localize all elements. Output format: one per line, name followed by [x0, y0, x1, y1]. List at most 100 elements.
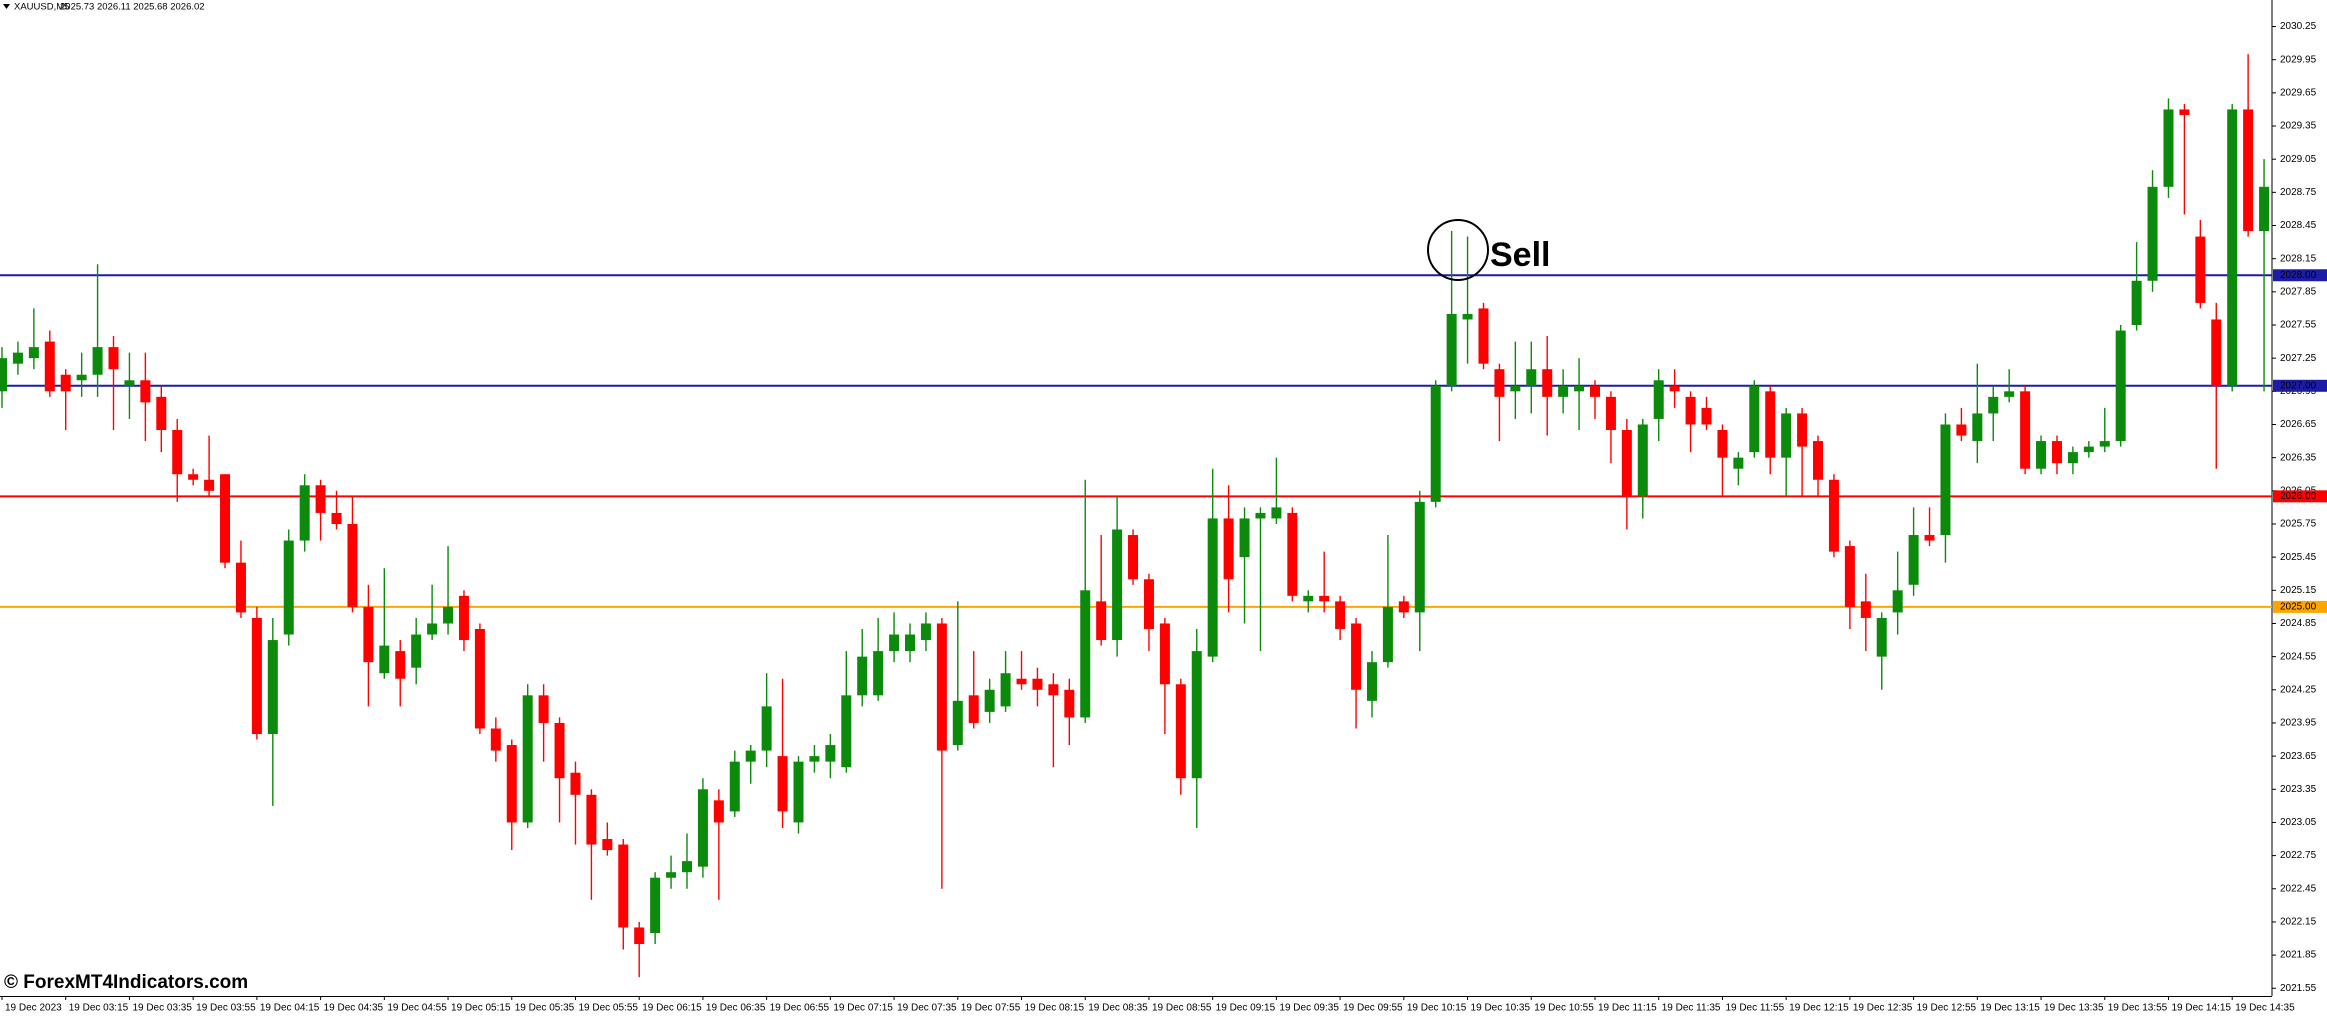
candle-body: [1956, 424, 1967, 436]
x-tick-label: 19 Dec 07:35: [897, 1003, 957, 1014]
symbol-title: XAUUSD,M5: [14, 2, 69, 13]
candle-body: [395, 651, 406, 679]
candle-body: [506, 745, 517, 823]
candle-body: [1016, 678, 1027, 685]
candles: [0, 54, 2270, 978]
candle-body: [554, 722, 565, 779]
candle-body: [92, 347, 103, 375]
candle-body: [315, 485, 326, 513]
x-tick-label: 19 Dec 08:35: [1088, 1003, 1148, 1014]
candle-body: [220, 474, 231, 563]
y-tick-label: 2027.85: [2280, 286, 2317, 297]
x-tick-label: 19 Dec 05:55: [578, 1003, 638, 1014]
x-tick-label: 19 Dec 03:35: [132, 1003, 192, 1014]
candle-body: [1398, 601, 1409, 613]
candle-body: [235, 562, 246, 613]
candle-body: [2147, 186, 2158, 281]
y-tick-label: 2029.95: [2280, 54, 2317, 65]
y-tick-label: 2023.65: [2280, 751, 2317, 762]
candle-body: [777, 756, 788, 812]
y-tick-label: 2025.75: [2280, 519, 2317, 530]
level-label: 2028.00: [2280, 270, 2317, 281]
candle-body: [1669, 385, 1680, 392]
x-tick-label: 19 Dec 10:15: [1407, 1003, 1467, 1014]
candle-body: [697, 789, 708, 867]
candle-body: [2067, 452, 2078, 464]
y-tick-label: 2029.05: [2280, 154, 2317, 165]
x-tick-label: 19 Dec 13:15: [1980, 1003, 2040, 1014]
candle-body: [2243, 109, 2254, 232]
x-tick-label: 19 Dec 07:55: [961, 1003, 1021, 1014]
y-tick-label: 2022.15: [2280, 917, 2317, 928]
candle-body: [1175, 684, 1186, 779]
candle-body: [602, 839, 613, 851]
candle-body: [1685, 396, 1696, 425]
candle-body: [1207, 518, 1218, 657]
y-tick-label: 2023.05: [2280, 817, 2317, 828]
candle-body: [2020, 391, 2031, 469]
candle-body: [1590, 385, 1600, 397]
candle-body: [490, 728, 501, 751]
candle-body: [522, 695, 533, 823]
candle-body: [1717, 430, 1728, 458]
x-tick-label: 19 Dec 11:55: [1725, 1003, 1784, 1014]
candle-body: [2131, 280, 2142, 325]
candle-body: [331, 512, 342, 524]
candle-body: [1430, 385, 1441, 502]
candle-body: [1526, 369, 1537, 386]
candle-body: [2036, 441, 2047, 469]
candle-body: [1876, 617, 1887, 657]
level-label: 2026.00: [2280, 491, 2317, 502]
candle-body: [2195, 236, 2206, 303]
y-tick-label: 2028.15: [2280, 253, 2317, 264]
candle-body: [650, 877, 661, 933]
level-label: 2027.00: [2280, 380, 2317, 391]
x-tick-label: 19 Dec 08:15: [1025, 1003, 1085, 1014]
x-tick-label: 19 Dec 14:35: [2235, 1003, 2295, 1014]
candle-body: [634, 927, 645, 945]
candle-body: [1510, 385, 1521, 392]
level-label: 2025.00: [2280, 602, 2317, 613]
y-tick-label: 2029.35: [2280, 121, 2317, 132]
candle-body: [936, 623, 947, 751]
candle-body: [1287, 512, 1298, 596]
y-tick-label: 2025.15: [2280, 585, 2317, 596]
y-tick-label: 2028.45: [2280, 220, 2317, 231]
candle-body: [1860, 601, 1871, 618]
y-tick-label: 2021.85: [2280, 950, 2317, 961]
x-tick-label: 19 Dec 12:55: [1917, 1003, 1977, 1014]
candle-body: [1892, 590, 1903, 613]
candle-body: [1223, 518, 1234, 580]
candle-body: [1908, 535, 1919, 585]
candle-body: [379, 645, 390, 674]
candle-body: [458, 595, 469, 641]
y-tick-label: 2022.45: [2280, 883, 2317, 894]
candle-body: [952, 700, 963, 746]
candle-body: [1271, 507, 1282, 519]
candle-body: [44, 341, 55, 392]
x-tick-label: 19 Dec 14:15: [2171, 1003, 2231, 1014]
candle-body: [363, 606, 374, 663]
candle-body: [124, 380, 135, 386]
x-tick-label: 19 Dec 04:35: [324, 1003, 384, 1014]
candle-body: [1080, 590, 1091, 718]
candle-body: [1924, 535, 1935, 541]
candle-body: [1542, 369, 1553, 397]
candle-body: [2115, 330, 2126, 442]
candle-body: [1621, 430, 1632, 497]
candle-body: [809, 756, 820, 762]
x-tick-label: 19 Dec 12:15: [1789, 1003, 1849, 1014]
x-tick-label: 19 Dec 07:15: [833, 1003, 893, 1014]
candle-body: [761, 706, 772, 751]
candle-body: [2259, 186, 2270, 232]
candle-body: [889, 634, 900, 652]
candle-body: [841, 695, 852, 768]
candle-body: [1335, 601, 1346, 629]
candle-body: [1637, 424, 1648, 497]
candle-body: [793, 761, 804, 823]
candle-body: [984, 689, 995, 712]
candle-body: [2051, 441, 2062, 464]
